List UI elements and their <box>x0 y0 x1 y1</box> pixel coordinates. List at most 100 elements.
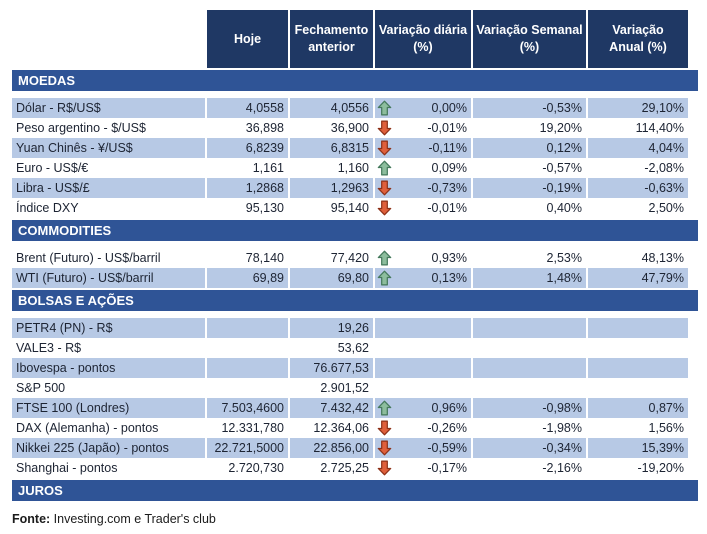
cell-daily-change: 0,96% <box>375 398 471 418</box>
arrow-up-icon <box>377 250 392 266</box>
cell-today: 4,0558 <box>207 98 288 118</box>
cell-label: Shanghai - pontos <box>16 461 118 475</box>
cell-weekly-change: -0,53% <box>473 98 586 118</box>
cell-annual-change: 1,56% <box>648 421 684 435</box>
table-row: WTI (Futuro) - US$/barril 69,89 69,80 0,13%… <box>12 268 707 288</box>
cell-label: S&P 500 <box>16 381 66 395</box>
source-text: Investing.com e Trader's club <box>50 512 216 526</box>
cell-daily-change: 0,93% <box>375 248 471 268</box>
cell-weekly-change: -0,19% <box>473 178 586 198</box>
cell-today: 1,2868 <box>207 178 288 198</box>
arrow-down-icon <box>377 180 392 196</box>
cell-weekly-change: -2,16% <box>542 461 582 475</box>
cell-label: Euro - US$/€ <box>16 161 89 175</box>
cell-weekly-change: -0,34% <box>473 438 586 458</box>
cell-label: WTI (Futuro) - US$/barril <box>12 268 205 288</box>
daily-change-value: -0,73% <box>427 181 467 195</box>
table-row: Peso argentino - $/US$ 36,898 36,900 -0,01%… <box>12 118 707 138</box>
cell-previous-close: 4,0556 <box>290 98 373 118</box>
cell-previous-close: 6,8315 <box>290 138 373 158</box>
cell-daily-change <box>375 378 471 398</box>
arrow-down-icon <box>377 460 392 476</box>
cell-daily-change: 0,00% <box>375 98 471 118</box>
arrow-down-icon <box>377 420 392 436</box>
source-note: Fonte: Investing.com e Trader's club <box>12 512 707 526</box>
cell-today <box>207 378 288 398</box>
cell-today: 2.720,730 <box>228 461 284 475</box>
cell-today: 6,8239 <box>207 138 288 158</box>
cell-weekly-change <box>473 318 586 338</box>
cell-daily-change: -0,11% <box>375 138 471 158</box>
table-row: Euro - US$/€ 1,161 1,160 0,09% -0,57% -2,08% <box>12 158 707 178</box>
daily-change-value: 0,00% <box>431 101 467 115</box>
cell-daily-change: -0,01% <box>375 198 471 218</box>
cell-previous-close: 19,26 <box>290 318 373 338</box>
table-row: Nikkei 225 (Japão) - pontos 22.721,5000 22… <box>12 438 707 458</box>
column-header: Variação diária (%) <box>375 10 471 68</box>
column-header: Variação Anual (%) <box>588 10 688 68</box>
source-label: Fonte: <box>12 512 51 526</box>
cell-weekly-change: 1,48% <box>473 268 586 288</box>
cell-today: 78,140 <box>245 251 284 265</box>
cell-daily-change <box>375 358 471 378</box>
cell-annual-change: -19,20% <box>637 461 684 475</box>
cell-label: DAX (Alemanha) - pontos <box>16 421 159 435</box>
cell-previous-close: 1,160 <box>337 161 369 175</box>
table-row: PETR4 (PN) - R$ 19,26 <box>12 318 707 338</box>
cell-annual-change <box>588 318 688 338</box>
cell-today: 36,898 <box>245 121 284 135</box>
cell-daily-change: -0,73% <box>375 178 471 198</box>
cell-previous-close: 22.856,00 <box>290 438 373 458</box>
table-row: Shanghai - pontos 2.720,730 2.725,25 -0,17%… <box>12 458 707 478</box>
cell-annual-change: -0,63% <box>588 178 688 198</box>
arrow-down-icon <box>377 200 392 216</box>
cell-label: Dólar - R$/US$ <box>12 98 205 118</box>
table-body: MOEDAS Dólar - R$/US$ 4,0558 4,0556 0,00% -0,… <box>12 70 707 501</box>
table-row: Brent (Futuro) - US$/barril 78,140 77,420 0… <box>12 248 707 268</box>
table-row: Índice DXY 95,130 95,140 -0,01% 0,40% 2,50% <box>12 198 707 218</box>
arrow-up-icon <box>377 270 392 286</box>
daily-change-value: -0,01% <box>427 121 467 135</box>
cell-annual-change: 114,40% <box>635 121 684 135</box>
cell-previous-close: 76.677,53 <box>290 358 373 378</box>
column-header: Hoje <box>207 10 288 68</box>
cell-daily-change: -0,17% <box>375 458 471 478</box>
cell-weekly-change: 2,53% <box>546 251 582 265</box>
cell-annual-change: 4,04% <box>588 138 688 158</box>
cell-label: VALE3 - R$ <box>16 341 82 355</box>
cell-previous-close: 2.725,25 <box>320 461 369 475</box>
table-row: Dólar - R$/US$ 4,0558 4,0556 0,00% -0,53% 29,… <box>12 98 707 118</box>
cell-daily-change <box>375 338 471 358</box>
cell-today: 1,161 <box>252 161 284 175</box>
cell-today: 22.721,5000 <box>207 438 288 458</box>
cell-annual-change <box>588 338 688 358</box>
cell-label: PETR4 (PN) - R$ <box>12 318 205 338</box>
table-row: FTSE 100 (Londres) 7.503,4600 7.432,42 0,96… <box>12 398 707 418</box>
cell-today <box>207 318 288 338</box>
cell-weekly-change: -1,98% <box>542 421 582 435</box>
column-header: Fechamento anterior <box>290 10 373 68</box>
cell-weekly-change <box>473 378 586 398</box>
arrow-up-icon <box>377 100 392 116</box>
cell-annual-change <box>588 358 688 378</box>
cell-label: Brent (Futuro) - US$/barril <box>16 251 161 265</box>
table-row: VALE3 - R$ 53,62 <box>12 338 707 358</box>
cell-daily-change <box>375 318 471 338</box>
cell-today: 69,89 <box>207 268 288 288</box>
cell-today: 7.503,4600 <box>207 398 288 418</box>
cell-previous-close: 95,140 <box>330 201 369 215</box>
cell-today <box>207 358 288 378</box>
cell-label: Ibovespa - pontos <box>12 358 205 378</box>
cell-label: Yuan Chinês - ¥/US$ <box>12 138 205 158</box>
arrow-down-icon <box>377 120 392 136</box>
cell-label: Libra - US$/£ <box>12 178 205 198</box>
table-row: DAX (Alemanha) - pontos 12.331,780 12.364,… <box>12 418 707 438</box>
cell-today: 12.331,780 <box>221 421 284 435</box>
cell-weekly-change: 0,40% <box>546 201 582 215</box>
arrow-up-icon <box>377 160 392 176</box>
daily-change-value: -0,11% <box>428 141 467 155</box>
cell-weekly-change <box>473 338 586 358</box>
cell-annual-change <box>588 378 688 398</box>
cell-daily-change: -0,26% <box>375 418 471 438</box>
